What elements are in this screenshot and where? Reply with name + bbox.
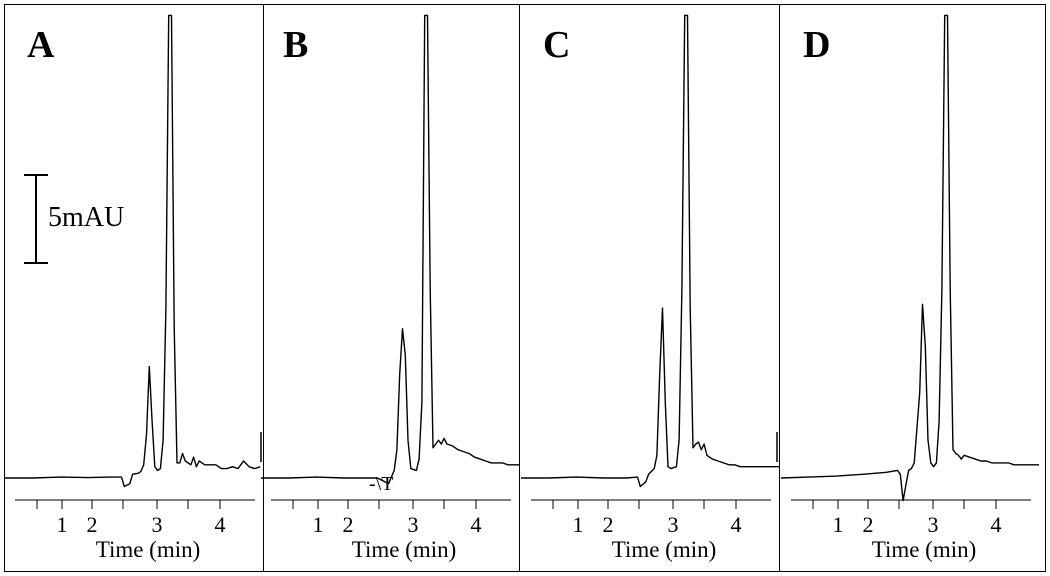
chart-panel-d: D 1 2 3 4 Time (min) <box>780 14 1039 562</box>
figure-border <box>4 4 1046 572</box>
panel-letter: C <box>543 24 570 66</box>
x-tick-label: 4 <box>991 512 1002 537</box>
chromatogram-trace <box>5 14 261 488</box>
x-tick-label: 1 <box>313 512 324 537</box>
x-axis-title: Time (min) <box>612 537 717 562</box>
x-axis-title: Time (min) <box>872 537 977 562</box>
x-tick-label: 2 <box>603 512 614 537</box>
x-tick-label: 1 <box>57 512 68 537</box>
chart-panel-a: A 1 2 3 4 Time (min) <box>5 5 264 571</box>
trace-annotation: -\T <box>369 473 393 495</box>
x-tick-label: 1 <box>573 512 584 537</box>
chromatogram-trace <box>261 14 519 485</box>
x-tick-label: 4 <box>731 512 742 537</box>
x-tick-label: 4 <box>471 512 482 537</box>
chromatogram-trace <box>521 14 779 488</box>
chart-panel-c: C 1 2 3 4 Time (min) <box>521 5 780 571</box>
x-axis-title: Time (min) <box>96 537 201 562</box>
x-tick-label: 3 <box>668 512 679 537</box>
x-axis-title: Time (min) <box>352 537 457 562</box>
panel-letter: D <box>803 24 830 66</box>
scale-bar: 5mAU <box>24 174 124 264</box>
panel-letter: B <box>283 24 308 66</box>
x-tick-label: 1 <box>833 512 844 537</box>
chromatogram-trace <box>780 14 1039 502</box>
x-tick-label: 2 <box>863 512 874 537</box>
x-tick-label: 2 <box>87 512 98 537</box>
x-tick-label: 3 <box>152 512 163 537</box>
x-tick-label: 3 <box>408 512 419 537</box>
x-tick-label: 4 <box>215 512 226 537</box>
chart-panel-b: B 1 2 3 4 Time (min) -\T <box>261 5 520 571</box>
scale-bar-label: 5mAU <box>48 202 124 233</box>
x-tick-label: 2 <box>343 512 354 537</box>
panel-letter: A <box>27 24 55 66</box>
x-tick-label: 3 <box>928 512 939 537</box>
